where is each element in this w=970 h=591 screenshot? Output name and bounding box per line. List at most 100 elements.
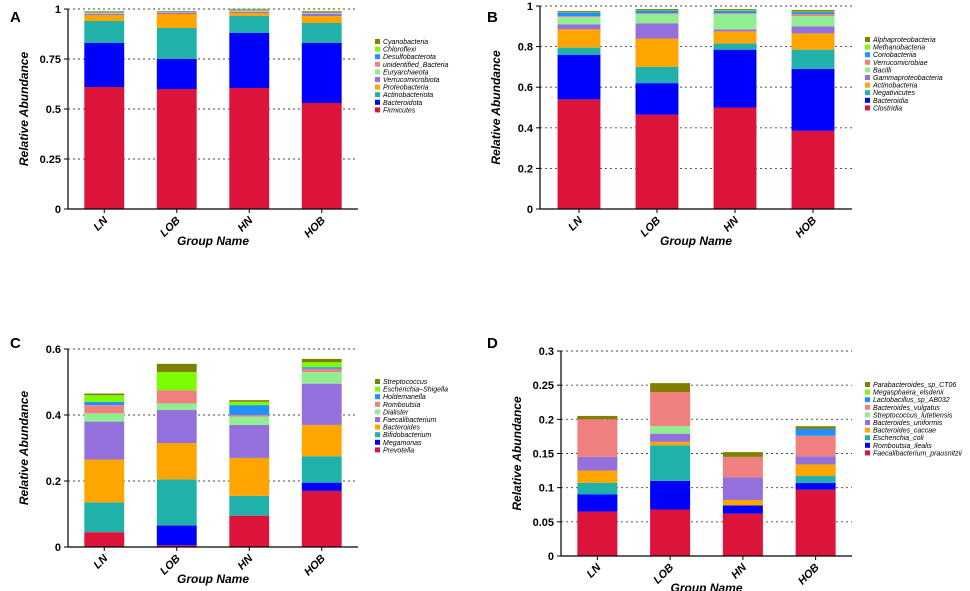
bar-segment-LOB-Actinobacteria (635, 38, 679, 67)
bar-segment-LN-Parabacteroides-sp-CT06 (577, 415, 618, 420)
bar-segment-LOB-Alphaproteobacteria (635, 9, 679, 11)
legend-label: Holdemanella (383, 394, 426, 401)
bar-segment-HOB-Coriobacteriia (791, 12, 835, 15)
legend-swatch (375, 432, 380, 438)
bar-segment-LN-Faecalibacterium-prausnitzii (577, 511, 618, 556)
bar-segment-HOB-Gammaproteobacteria (791, 26, 835, 34)
bar-segment-LOB-Bacteroides (156, 443, 197, 480)
bar-segment-LN-Bacteroidia (557, 54, 601, 100)
bar-segment-HOB-Faecalibacterium-prausnitzii (795, 489, 836, 556)
bar-segment-LN-Clostridia (557, 99, 601, 209)
x-tick-label: HN (721, 214, 741, 234)
bar-segment-HN-Bifidobacterium (229, 495, 270, 516)
y-axis-title: Relative Abundance (17, 52, 31, 167)
bar-segment-LN-Faecalibacterium (84, 421, 125, 460)
y-tick-label: 0.4 (46, 410, 62, 422)
bar-segment-LOB-Verrucomicrobiota (156, 13, 197, 14)
y-tick-label: 0 (55, 542, 61, 554)
bar-segment-LOB-Bacteroides-vulgatus (650, 392, 691, 427)
bar-segment-LOB-Bacteroidota (156, 59, 197, 89)
bar-segment-HN-Gammaproteobacteria (713, 29, 757, 32)
bar-segment-LOB-Escherichia-coli (650, 445, 691, 481)
legend-swatch (865, 404, 870, 410)
bar-segment-HN-Faecalibacterium-prausnitzii (722, 513, 763, 556)
legend-label: Streptococcus (383, 379, 428, 386)
legend-label: Bacteroidia (873, 98, 908, 105)
legend-swatch (865, 389, 870, 395)
legend-label: Bacteroides_caccae (873, 428, 936, 435)
legend-swatch (375, 69, 380, 75)
legend-label: Gammaproteobacteria (873, 75, 943, 82)
bar-segment-LN-Bacteroides-vulgatus (577, 419, 618, 457)
bar-segment-HOB-Desulfobacterota (301, 12, 342, 13)
bar-segment-HN-Streptococcus (229, 400, 270, 402)
bar-segment-LN-Bacteroidota (84, 43, 125, 87)
legend-swatch (865, 37, 870, 42)
y-tick-label: 0.2 (518, 163, 533, 175)
legend-label: Escherichia–Shigella (383, 387, 448, 394)
bar-segment-LOB-Proteobacteria (156, 14, 197, 28)
y-tick-label: 0.5 (46, 104, 61, 116)
x-tick-label: LN (92, 214, 112, 234)
x-axis-title: Group Name (660, 234, 732, 248)
bar-segment-HOB-Bacteroides-uniformis (795, 456, 836, 465)
bar-segment-HN-Bacteroides (229, 457, 270, 496)
legend-label: Actinobacteriota (382, 92, 433, 99)
bar-segment-HOB-Bacteroides-vulgatus (795, 435, 836, 457)
bar-segment-HOB-Bacilli (791, 16, 835, 27)
legend-swatch (375, 417, 380, 422)
bar-segment-HOB-unidentified-Bacteria (301, 12, 342, 14)
x-axis-title: Group Name (177, 234, 249, 248)
bar-segment-HN-unidentified-Bacteria (229, 10, 270, 12)
legend-label: Proteobacteria (383, 85, 429, 92)
bar-segment-HOB-Dialister (301, 372, 342, 384)
legend-swatch (865, 82, 870, 88)
bar-segment-LN-Coriobacteriia (557, 12, 601, 17)
bar-segment-LN-Escherichia-Shigella (84, 395, 125, 402)
bar-segment-LOB-Firmicutes (156, 89, 197, 209)
bar-segment-LOB-Faecalibacterium (156, 410, 197, 444)
bar-segment-LOB-Verrucomicrobiae (635, 13, 679, 15)
legend-label: Romboutsia (383, 402, 420, 409)
legend-swatch (375, 77, 380, 82)
bar-segment-HOB-Lactobacillus-sp-AB032 (795, 428, 836, 436)
bar-segment-LOB-Romboutsia (156, 390, 197, 404)
bar-segment-HOB-Negativicutes (791, 49, 835, 69)
legend-label: Faecalibacterium (383, 417, 436, 424)
legend-swatch (375, 39, 380, 44)
legend-label: Euryarchaeota (383, 69, 429, 76)
bar-segment-LOB-Negativicutes (635, 66, 679, 84)
y-tick-label: 0 (55, 204, 61, 216)
bar-segment-HN-Firmicutes (229, 88, 270, 209)
bar-segment-LOB-Bacilli (635, 14, 679, 24)
legend-label: Romboutsia_ilealis (873, 443, 932, 450)
bar-segment-LOB-Megamonas (156, 525, 197, 546)
panel-label: A (10, 9, 21, 26)
bar-segment-HN-Desulfobacterota (229, 9, 270, 11)
bar-segment-LN-Alphaproteobacteria (557, 11, 601, 13)
legend: Parabacteroides_sp_CT06Megasphaera_elsde… (865, 382, 962, 457)
legend-swatch (375, 107, 380, 113)
legend: StreptococcusEscherichia–ShigellaHoldema… (375, 379, 448, 454)
y-axis-title: Relative Abundance (17, 391, 31, 506)
bar-segment-LN-Desulfobacterota (84, 11, 125, 13)
legend: CyanobacteriaChloroflexiDesulfobacterota… (375, 39, 448, 114)
bar-segment-LN-Streptococcus (84, 393, 125, 396)
x-tick-label: HN (236, 552, 256, 572)
legend-swatch (865, 420, 870, 425)
bar-segment-HOB-Faecalibacterium (301, 383, 342, 425)
y-tick-label: 0.2 (539, 414, 554, 426)
bar-segment-LN-Firmicutes (84, 87, 125, 209)
bar-segment-HN-Bacteroides-uniformis (722, 477, 763, 500)
x-tick-label: HN (729, 561, 749, 581)
legend-swatch (865, 97, 870, 103)
bar-segment-HN-Parabacteroides-sp-CT06 (722, 452, 763, 457)
y-tick-label: 1 (55, 4, 61, 16)
legend-label: Bacteroides_vulgatus (873, 405, 940, 412)
bar-segment-LN-Dialister (84, 413, 125, 422)
legend-swatch (375, 54, 380, 60)
legend-swatch (865, 90, 870, 96)
bar-segment-LOB-Streptococcus (156, 363, 197, 373)
legend-swatch (375, 447, 380, 453)
bar-segment-LOB-Gammaproteobacteria (635, 23, 679, 39)
